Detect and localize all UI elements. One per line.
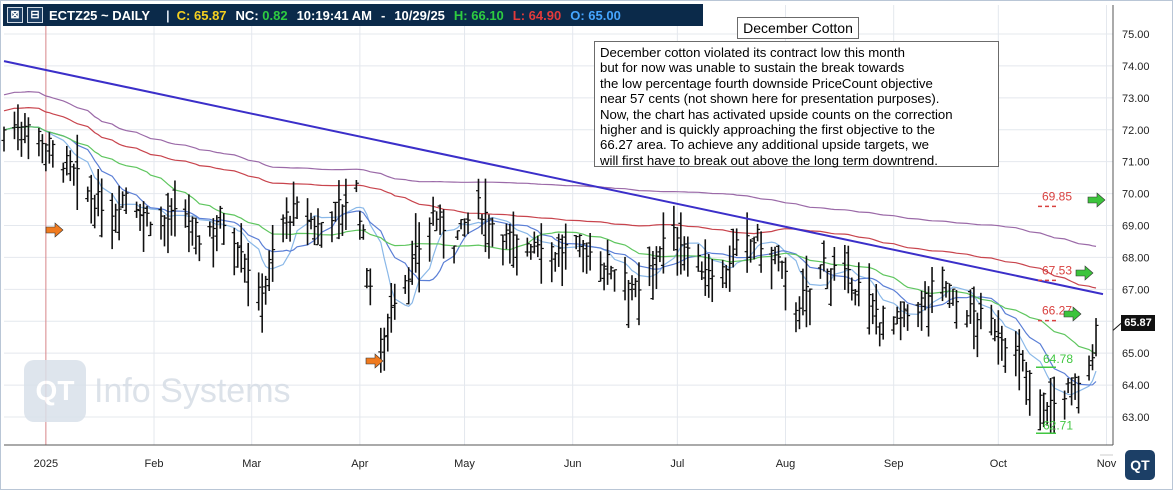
y-tick-label: 75.00 bbox=[1122, 29, 1150, 41]
y-tick-label: 73.00 bbox=[1122, 93, 1150, 105]
high-value: H: 66.10 bbox=[453, 7, 504, 23]
target-label: 67.53 bbox=[1042, 263, 1072, 277]
x-tick-label: Nov bbox=[1097, 458, 1117, 470]
x-tick-label: Feb bbox=[145, 458, 164, 470]
x-tick-label: Oct bbox=[990, 458, 1007, 470]
x-tick-label: Mar bbox=[242, 458, 261, 470]
nc-label: NC: 0.82 bbox=[235, 7, 288, 23]
trendline-group bbox=[3, 60, 1104, 296]
annotation-line: 66.27 area. To achieve any additional up… bbox=[600, 137, 929, 153]
target-label: 69.85 bbox=[1042, 189, 1072, 203]
annotation-line: but for now was unable to sustain the br… bbox=[600, 60, 905, 76]
x-tick-label: May bbox=[454, 458, 475, 470]
green-arrow-icon bbox=[1075, 265, 1094, 281]
y-tick-label: 64.00 bbox=[1122, 380, 1150, 392]
close-value: C: 65.87 bbox=[176, 7, 227, 23]
target-label: 64.78 bbox=[1043, 352, 1073, 366]
header-separator: | bbox=[166, 7, 170, 23]
green-arrow-icon bbox=[1087, 192, 1106, 208]
minus-icon[interactable]: ⊟ bbox=[27, 7, 43, 23]
x-tick-label: 2025 bbox=[34, 458, 58, 470]
y-tick-label: 69.00 bbox=[1122, 221, 1150, 233]
x-tick-label: Jun bbox=[564, 458, 582, 470]
date-label: 10/29/25 bbox=[394, 7, 445, 23]
nc-value: 0.82 bbox=[262, 7, 288, 23]
y-tick-label: 65.00 bbox=[1122, 348, 1150, 360]
last-price-tag: 65.87 bbox=[1121, 315, 1155, 331]
watermark: QT Info Systems bbox=[24, 360, 291, 422]
y-tick-label: 72.00 bbox=[1122, 125, 1150, 137]
low-value: L: 64.90 bbox=[512, 7, 562, 23]
annotation-line: higher and is quickly approaching the fi… bbox=[600, 122, 936, 138]
header-dash: - bbox=[380, 7, 386, 23]
green-arrow-icon bbox=[1063, 306, 1082, 322]
target-label: 62.71 bbox=[1043, 418, 1073, 432]
y-tick-label: 74.00 bbox=[1122, 61, 1150, 73]
corner-logo: QT bbox=[1125, 450, 1155, 480]
x-tick-label: Aug bbox=[776, 458, 796, 470]
y-tick-label: 70.00 bbox=[1122, 189, 1150, 201]
annotation-line: will first have to break out above the l… bbox=[600, 152, 938, 168]
y-tick-label: 68.00 bbox=[1122, 252, 1150, 264]
open-value: O: 65.00 bbox=[570, 7, 621, 23]
close-icon[interactable]: ⊠ bbox=[7, 7, 23, 23]
chart-header: ⊠ ⊟ ECTZ25 ~ DAILY | C: 65.87 NC: 0.82 1… bbox=[3, 4, 703, 26]
watermark-logo: QT bbox=[24, 360, 86, 422]
ma-long-line bbox=[3, 90, 1097, 247]
signal-arrows bbox=[45, 192, 1106, 369]
orange-arrow-icon bbox=[45, 222, 64, 238]
x-tick-label: Apr bbox=[351, 458, 368, 470]
y-tick-label: 71.00 bbox=[1122, 157, 1150, 169]
price-pointer bbox=[1112, 323, 1122, 331]
annotation-text: December cotton violated its contract lo… bbox=[594, 41, 999, 168]
x-tick-label: Jul bbox=[670, 458, 684, 470]
symbol-label: ECTZ25 ~ DAILY bbox=[49, 7, 151, 23]
annotation-line: the low percentage fourth downside Price… bbox=[600, 75, 933, 91]
annotation-line: December cotton violated its contract lo… bbox=[600, 45, 905, 60]
downtrend-line bbox=[3, 60, 1104, 296]
x-tick-label: Sep bbox=[884, 458, 904, 470]
y-tick-label: 63.00 bbox=[1122, 412, 1150, 424]
annotation-line: Now, the chart has activated upside coun… bbox=[600, 106, 953, 122]
price-bars bbox=[1, 104, 1099, 434]
y-tick-label: 67.00 bbox=[1122, 284, 1150, 296]
ma-slow-line bbox=[3, 106, 1097, 289]
annotation-title: December Cotton bbox=[737, 17, 859, 39]
orange-arrow-icon bbox=[365, 353, 384, 369]
time-label: 10:19:41 AM bbox=[296, 7, 372, 23]
annotation-line: near 57 cents (not shown here for presen… bbox=[600, 91, 940, 107]
watermark-text: Info Systems bbox=[94, 371, 291, 410]
